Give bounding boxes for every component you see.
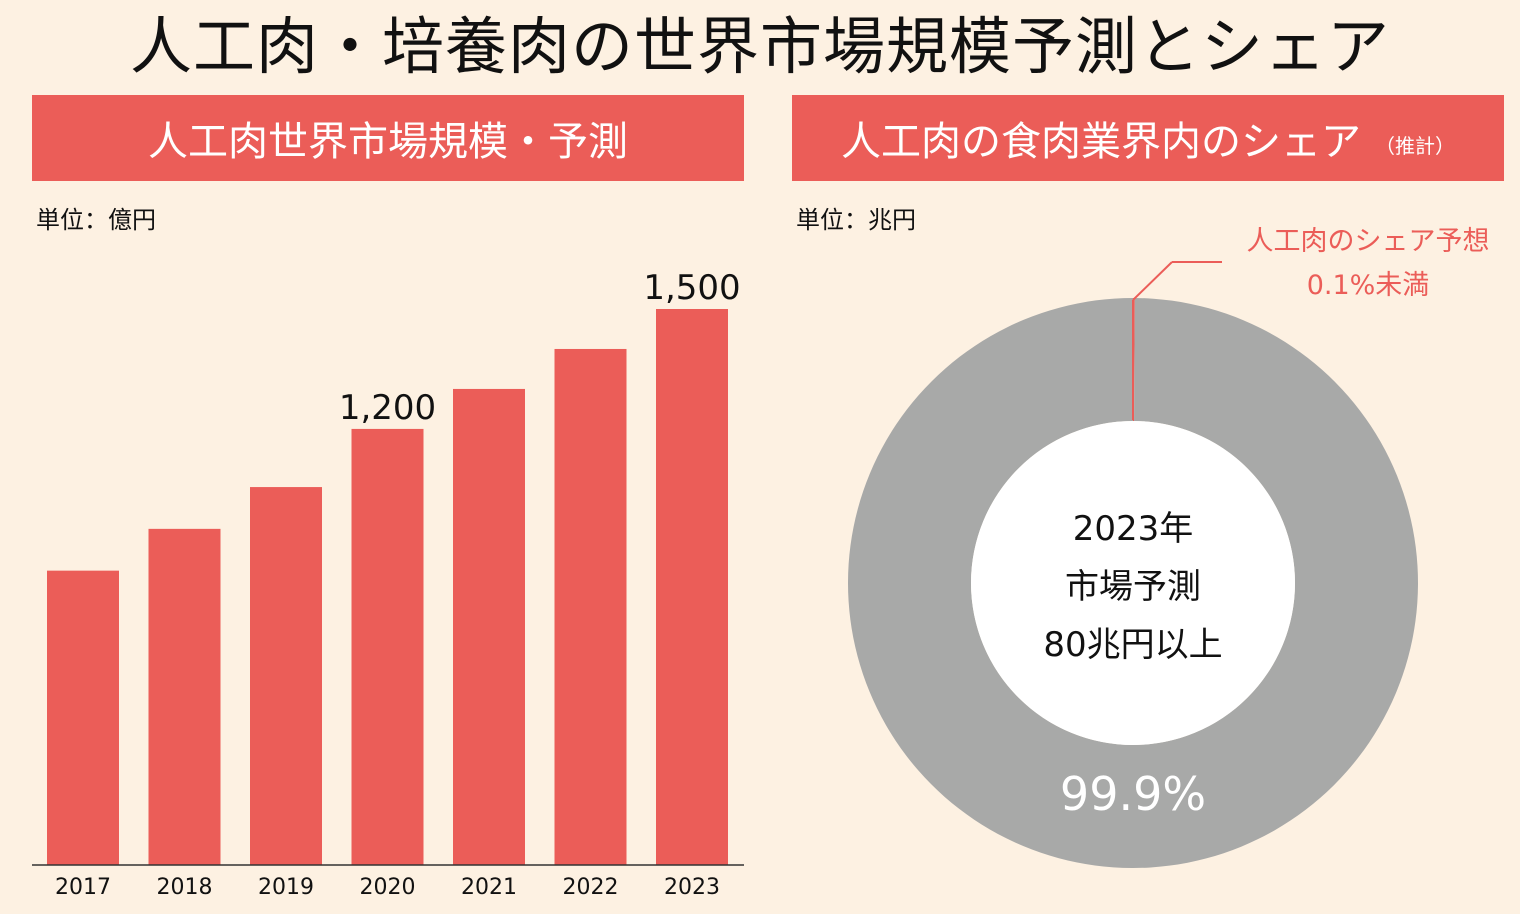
callout-leader-diagonal	[1132, 261, 1173, 301]
bar-2017	[47, 570, 119, 865]
donut-panel-header: 人工肉の食肉業界内のシェア （推計）	[792, 95, 1504, 181]
donut-center-line1: 2023年	[1073, 509, 1194, 549]
page-title: 人工肉・培養肉の世界市場規模予測とシェア	[129, 10, 1390, 83]
donut-ring-label: 99.9%	[1060, 767, 1206, 821]
x-tick-label: 2019	[258, 875, 314, 900]
x-tick-label: 2017	[55, 875, 111, 900]
bar-value-label: 1,500	[643, 268, 740, 308]
bar-2022	[554, 348, 627, 865]
donut-unit-label: 単位：兆円	[796, 206, 916, 234]
x-tick-label: 2018	[157, 875, 213, 900]
donut-panel-title: 人工肉の食肉業界内のシェア	[841, 119, 1361, 165]
x-tick-label: 2022	[563, 875, 619, 900]
donut-center-line2: 市場予測	[1065, 567, 1201, 607]
bar-2021	[453, 388, 525, 865]
x-tick-label: 2023	[664, 875, 720, 900]
callout-label-line2: 0.1%未満	[1307, 270, 1430, 301]
bar-unit-label: 単位：億円	[36, 206, 156, 234]
donut-hole	[971, 421, 1295, 745]
callout-label-line1: 人工肉のシェア予想	[1247, 226, 1490, 257]
bar-panel-header: 人工肉世界市場規模・予測	[32, 95, 744, 181]
bar-2018	[148, 528, 221, 865]
bar-2019	[250, 487, 322, 865]
donut-slice-other	[847, 298, 1418, 868]
x-tick-label: 2021	[461, 875, 517, 900]
donut-panel-note: （推計）	[1375, 133, 1455, 158]
donut-center-line3: 80兆円以上	[1043, 625, 1222, 665]
bar-2023	[656, 308, 728, 865]
bar-panel-title: 人工肉世界市場規模・予測	[148, 119, 628, 165]
x-tick-label: 2020	[360, 875, 416, 900]
bar-chart: 2017 2018 2019 2020 1,200 2021 2022 2023 1,500	[32, 268, 744, 900]
donut-chart: 人工肉のシェア予想 0.1%未満 2023年 市場予測 80兆円以上 99.9%	[847, 226, 1490, 868]
bar-value-label: 1,200	[339, 388, 436, 428]
bar-2020	[351, 428, 424, 865]
